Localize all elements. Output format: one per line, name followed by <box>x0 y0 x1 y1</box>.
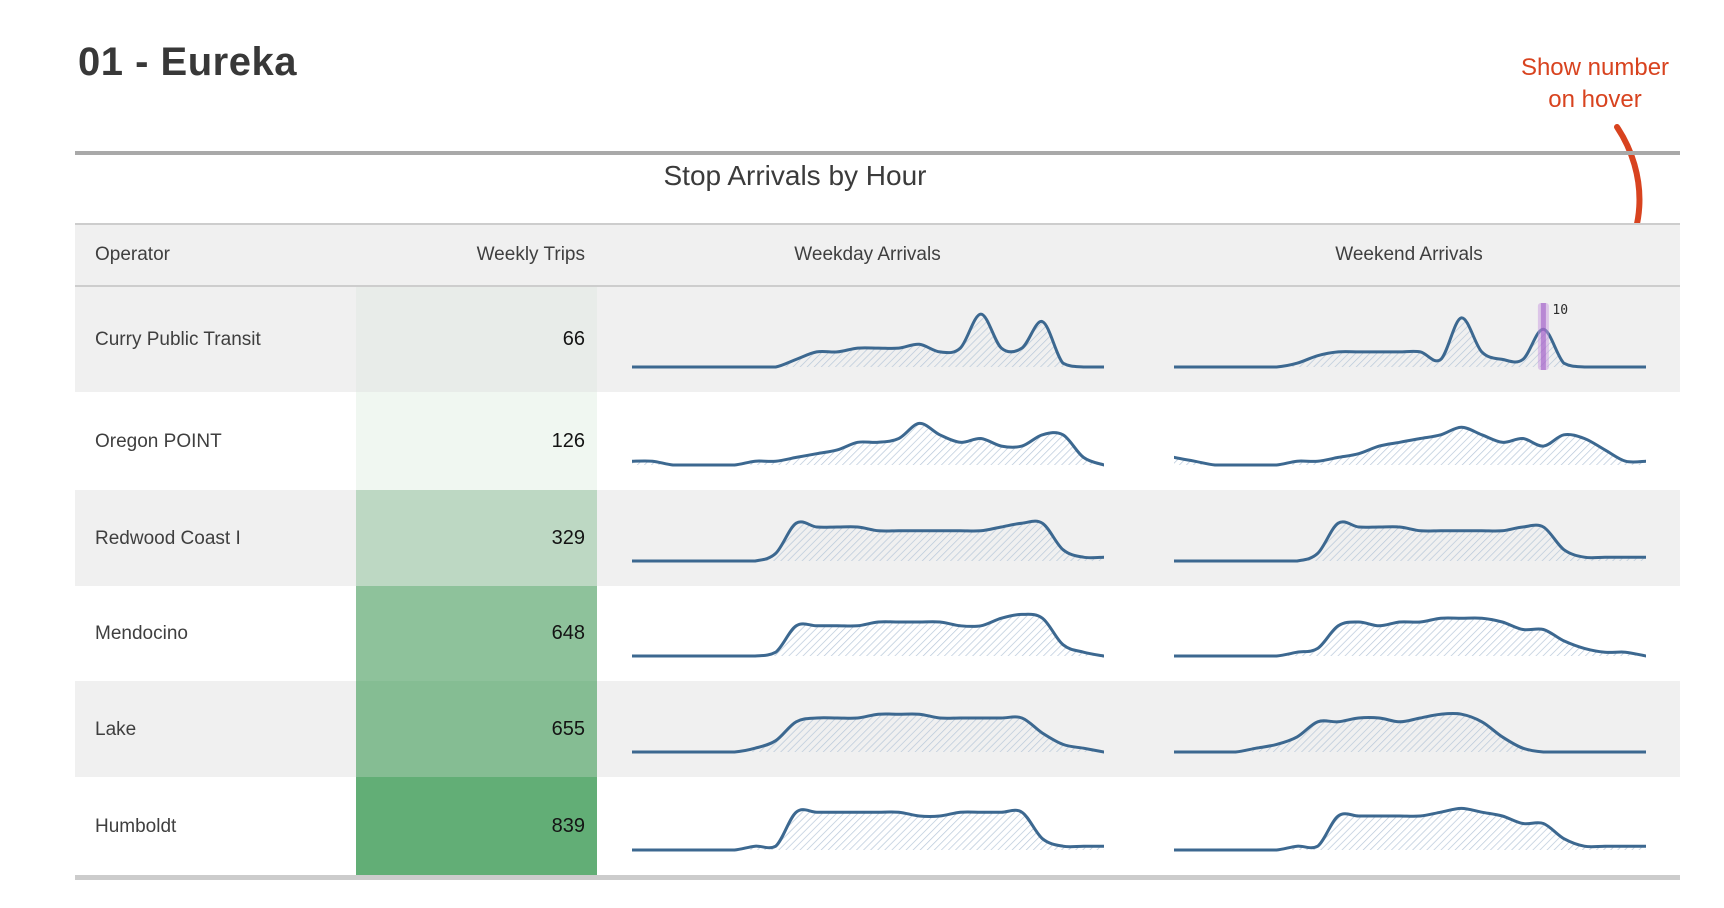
sparkline-weekday[interactable] <box>632 490 1104 586</box>
sparkline-weekend[interactable] <box>1174 681 1646 777</box>
weekly-trips-value: 66 <box>356 287 597 392</box>
weekend-arrivals-cell <box>1138 490 1680 586</box>
weekend-arrivals-cell: 10 <box>1138 287 1680 392</box>
weekday-arrivals-cell <box>597 287 1138 392</box>
sparkline-weekend[interactable] <box>1174 777 1646 875</box>
weekday-arrivals-cell <box>597 490 1138 586</box>
header-weekly-trips: Weekly Trips <box>476 244 585 265</box>
weekday-arrivals-cell <box>597 681 1138 777</box>
arrivals-table: Operator Weekly Trips Weekday Arrivals W… <box>75 223 1680 875</box>
table-row: Oregon POINT 126 <box>75 392 1680 490</box>
sparkline-weekday[interactable] <box>632 777 1104 875</box>
weekday-arrivals-cell <box>597 392 1138 490</box>
weekly-trips-value: 839 <box>356 777 597 875</box>
weekend-arrivals-cell <box>1138 586 1680 681</box>
table-row: Curry Public Transit 66 10 <box>75 287 1680 392</box>
table-top-rule <box>75 151 1680 155</box>
header-weekend-arrivals: Weekend Arrivals <box>1335 244 1483 265</box>
sparkline-weekday[interactable] <box>632 287 1104 392</box>
weekly-trips-value: 655 <box>356 681 597 777</box>
sparkline-weekend[interactable] <box>1174 586 1646 681</box>
table-row: Lake 655 <box>75 681 1680 777</box>
table-row: Humboldt 839 <box>75 777 1680 875</box>
chart-title: Stop Arrivals by Hour <box>663 160 927 191</box>
weekday-arrivals-cell <box>597 777 1138 875</box>
hover-annotation-line2: on hover <box>1548 86 1642 113</box>
weekend-arrivals-cell <box>1138 777 1680 875</box>
weekend-arrivals-cell <box>1138 681 1680 777</box>
weekly-trips-value: 648 <box>356 586 597 681</box>
sparkline-weekday[interactable] <box>632 681 1104 777</box>
weekly-trips-value: 329 <box>356 490 597 586</box>
table-bottom-rule <box>75 875 1680 880</box>
operator-name: Redwood Coast I <box>95 527 241 549</box>
operator-name: Curry Public Transit <box>95 329 261 350</box>
hover-value-label: 10 <box>1552 303 1568 318</box>
hover-highlight: 10 <box>1537 303 1568 370</box>
operator-name: Humboldt <box>95 815 177 837</box>
hover-annotation: Show number on hover <box>1495 52 1695 116</box>
sparkline-weekend[interactable] <box>1174 392 1646 490</box>
header-operator: Operator <box>95 244 170 265</box>
sparkline-weekday[interactable] <box>632 392 1104 490</box>
weekday-arrivals-cell <box>597 586 1138 681</box>
operator-name: Lake <box>95 718 137 740</box>
weekend-arrivals-cell <box>1138 392 1680 490</box>
table-body: Curry Public Transit 66 10 Oregon POINT 126 R… <box>75 287 1680 875</box>
page-title: 01 - Eureka <box>78 40 297 84</box>
table-header-row: Operator Weekly Trips Weekday Arrivals W… <box>75 223 1680 287</box>
sparkline-weekend[interactable] <box>1174 490 1646 586</box>
operator-name: Mendocino <box>95 623 188 644</box>
table-row: Redwood Coast I 329 <box>75 490 1680 586</box>
operator-name: Oregon POINT <box>95 430 222 452</box>
header-weekday-arrivals: Weekday Arrivals <box>794 244 941 265</box>
table-row: Mendocino 648 <box>75 586 1680 681</box>
sparkline-weekday[interactable] <box>632 586 1104 681</box>
sparkline-weekend[interactable]: 10 <box>1174 287 1646 392</box>
weekly-trips-value: 126 <box>356 392 597 490</box>
hover-annotation-line1: Show number <box>1520 54 1670 81</box>
